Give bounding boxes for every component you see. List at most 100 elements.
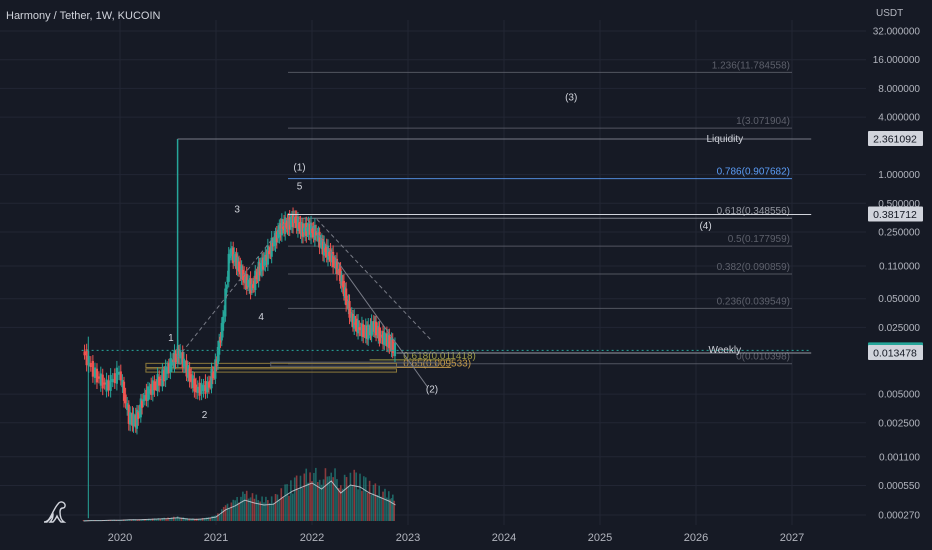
- fib-level-label: 0(0.010398): [736, 352, 790, 363]
- volume-bar: [297, 489, 300, 521]
- candle-body: [246, 279, 250, 286]
- candle-body: [148, 389, 151, 394]
- price-tick-label: 0.025000: [878, 323, 920, 334]
- candle-body: [154, 383, 158, 385]
- fibonacci-retracement[interactable]: 1.236(11.784558) 1(3.071904) 0.786(0.90768…: [145, 60, 792, 373]
- volume-bar: [370, 494, 373, 521]
- volume-bar: [126, 519, 129, 521]
- candle-body: [317, 232, 320, 243]
- volume-bar: [151, 518, 154, 521]
- volume-bar: [184, 518, 187, 521]
- candle-body: [372, 320, 375, 332]
- candle-body: [224, 288, 227, 317]
- candle-body: [251, 284, 255, 289]
- candle-body: [299, 221, 302, 234]
- volume-bar: [157, 518, 160, 521]
- candle-body: [355, 318, 358, 332]
- candle-body: [376, 329, 379, 332]
- candle-body: [156, 374, 159, 392]
- candle-body: [145, 389, 148, 401]
- candle-body: [274, 233, 277, 246]
- candle-body: [235, 253, 238, 270]
- candle-body: [373, 320, 377, 333]
- price-tick-label: 0.000270: [878, 511, 920, 522]
- candle-body: [311, 228, 314, 233]
- volume-bar: [165, 518, 167, 521]
- candle-body: [339, 268, 342, 284]
- candle-body: [143, 395, 146, 400]
- candle-body: [346, 299, 349, 303]
- candle-body: [380, 336, 383, 338]
- candle-body: [175, 355, 178, 358]
- candle-body: [325, 245, 328, 258]
- candle-body: [284, 217, 287, 234]
- chart-grid: [0, 20, 866, 525]
- decline-trend-line[interactable]: [306, 218, 428, 387]
- time-tick-label: 2021: [204, 532, 228, 544]
- dino-logo-icon[interactable]: [43, 501, 67, 523]
- volume-bar: [303, 473, 306, 521]
- fib-level-label: 0.236(0.039549): [717, 296, 790, 307]
- price-axis-label-box: [868, 130, 923, 146]
- candle-body: [227, 253, 230, 282]
- candle-body: [153, 381, 156, 391]
- candle-body: [294, 217, 297, 224]
- candle-body: [385, 333, 388, 347]
- candle-body: [260, 260, 264, 271]
- candle-body: [319, 241, 322, 243]
- support-zone-box[interactable]: [145, 368, 397, 373]
- volume-bar: [199, 518, 202, 521]
- candle-body: [264, 254, 267, 266]
- currency-label: USDT: [876, 8, 903, 19]
- time-axis[interactable]: 2020 2021 2022 2023 2024 2025 2026 2027: [108, 532, 804, 544]
- price-tick-label: 1.000000: [878, 170, 920, 181]
- volume-bar: [244, 493, 246, 521]
- volume-bar: [332, 477, 334, 521]
- candle-body: [184, 364, 187, 367]
- volume-bar: [374, 483, 377, 521]
- volume-bar: [280, 488, 283, 521]
- volume-bar: [167, 517, 169, 521]
- volume-bar: [270, 496, 273, 521]
- candle-body: [212, 371, 216, 374]
- candle-body: [276, 229, 280, 239]
- candle-body: [341, 281, 344, 288]
- time-tick-label: 2020: [108, 532, 132, 544]
- volume-bar: [351, 485, 354, 521]
- volume-bar: [257, 500, 260, 521]
- wave-label: 3: [234, 205, 240, 216]
- candle-body: [226, 276, 229, 283]
- candle-body: [293, 216, 296, 223]
- volume-bar: [190, 518, 192, 521]
- candle-body: [278, 225, 281, 238]
- impulse-trend-line[interactable]: [177, 218, 289, 359]
- support-zone-box[interactable]: [270, 361, 438, 367]
- candle-body: [196, 386, 199, 393]
- fib-level-label: 0.786(0.907682): [717, 167, 790, 178]
- candle-body: [281, 224, 285, 229]
- volume-bar: [178, 517, 181, 521]
- candle-body: [119, 371, 122, 381]
- volume-bar: [215, 515, 217, 521]
- candle-body: [313, 225, 316, 240]
- candle-body: [121, 380, 124, 388]
- trend-drawings[interactable]: [81, 138, 812, 387]
- candle-body: [295, 216, 298, 228]
- candle-body: [253, 280, 256, 286]
- candle-body: [150, 384, 153, 395]
- candle-body: [241, 269, 244, 281]
- candle-body: [198, 382, 201, 396]
- candle-body: [109, 374, 112, 391]
- candle-body: [363, 331, 366, 333]
- candle-body: [387, 334, 390, 348]
- price-axis[interactable]: 32.000000 16.000000 8.000000 4.000000 1.0000…: [868, 27, 923, 522]
- candle-body: [216, 346, 220, 365]
- price-axis-label: 0.013478: [873, 347, 917, 359]
- volume-bar: [388, 491, 390, 521]
- volume-bar: [316, 482, 319, 521]
- candle-body: [243, 273, 246, 283]
- candle-body: [191, 375, 194, 388]
- volume-bar: [203, 517, 206, 521]
